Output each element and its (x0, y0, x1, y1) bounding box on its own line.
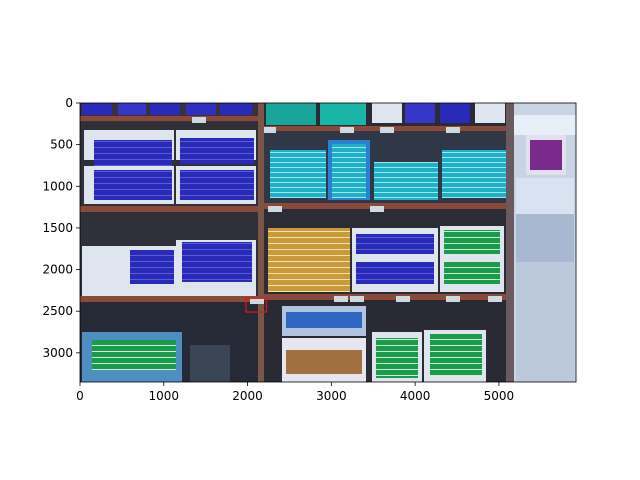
y-tick-label: 0 (65, 96, 73, 110)
x-tick-label: 4000 (400, 389, 431, 403)
axes-frame (79, 102, 577, 383)
x-tick-label: 1000 (149, 389, 180, 403)
x-tick-label: 5000 (484, 389, 515, 403)
y-tick-label: 1000 (42, 179, 73, 193)
y-tick-label: 2000 (42, 263, 73, 277)
x-tick-label: 3000 (316, 389, 347, 403)
annotation-box (245, 297, 268, 313)
x-axis: 0 1000 2000 3000 4000 5000 (76, 382, 514, 403)
y-tick-label: 3000 (42, 346, 73, 360)
y-tick-label: 500 (50, 138, 73, 152)
x-tick-label: 2000 (232, 389, 263, 403)
y-axis: 0 500 1000 1500 2000 2500 3000 (42, 96, 80, 360)
y-tick-label: 2500 (42, 304, 73, 318)
x-tick-label: 0 (76, 389, 84, 403)
y-tick-label: 1500 (42, 221, 73, 235)
shelf-photo (80, 103, 576, 382)
